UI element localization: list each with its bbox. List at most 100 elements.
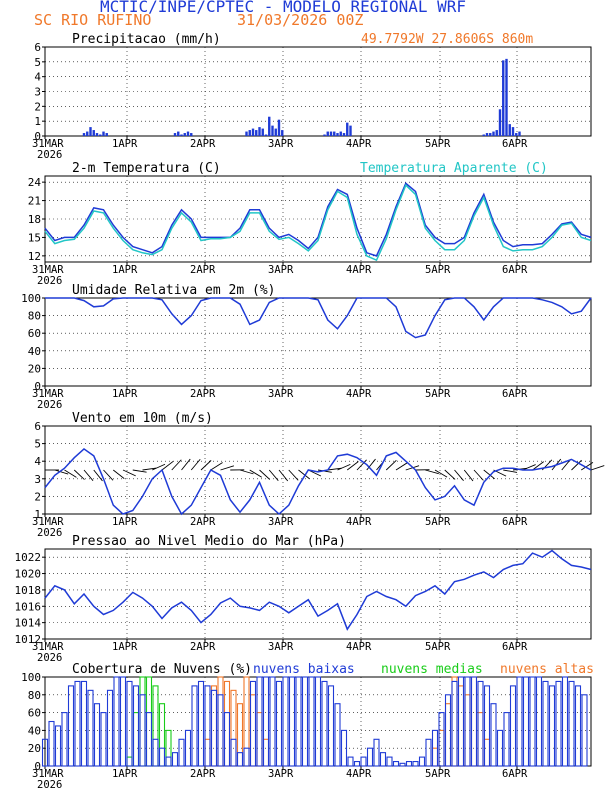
panel-frame [44,297,592,387]
precip-bar [323,134,326,136]
x-tick-label: 2APR [190,516,216,528]
low-cloud-bar [444,694,452,767]
wind-barb [590,465,605,471]
low-cloud-bar [41,738,49,767]
x-tick-label: 31MAR [32,641,64,653]
series-line [45,297,592,339]
x-tick-label: 31MAR [32,768,64,780]
x-tick-label: 1APR [112,768,138,780]
wind-barb [356,459,367,471]
wind-barb [200,460,212,471]
low-cloud-bar [275,680,283,767]
x-tick-label: 5APR [425,641,451,653]
mid-cloud-bar [145,676,153,767]
precip-bar [173,133,177,136]
precip-bar [346,122,349,136]
y-tick-label: 80 [28,689,41,702]
wind-barb [220,465,234,471]
x-year-label: 2026 [37,275,62,287]
y-tick-label: 6 [34,41,41,54]
low-cloud-bar [93,703,101,767]
mid-cloud-bar [152,685,159,767]
y-tick-label: 100 [21,292,41,305]
high-cloud-bar [470,676,478,767]
wind-barb [54,469,69,475]
precip-bar [248,130,251,136]
low-cloud-bar [529,676,536,767]
temperature-line [44,182,592,257]
low-cloud-bar [542,680,549,767]
precip-bar [281,130,284,136]
high-cloud-bar [451,676,458,767]
precip-bar [99,134,102,136]
x-tick-label: 3APR [268,641,294,653]
x-year-label: 2026 [37,779,62,791]
low-cloud-bar [308,676,315,767]
high-cloud-bar [230,689,237,767]
precip-bar [105,133,108,136]
y-tick-label: 60 [28,707,41,720]
y-tick-label: 6 [34,420,41,433]
low-cloud-bar [347,756,354,767]
precip-bar [183,133,186,136]
low-cloud-bar [561,676,569,767]
y-tick-label: 60 [28,327,41,340]
precip-bar [277,119,281,136]
low-cloud-bar [249,680,257,767]
precip-bar [511,127,515,136]
precip-bar [339,131,342,136]
low-cloud-bar [158,747,166,767]
x-tick-label: 2APR [190,264,216,276]
wind-barb [366,458,376,471]
x-tick-label: 6APR [502,264,528,276]
low-cloud-bar [392,760,400,767]
x-tick-label: 4APR [346,264,372,276]
low-cloud-bar [74,680,81,767]
y-tick-label: 1 [34,508,41,521]
high-cloud-bar [223,680,231,767]
high-cloud-bar [256,712,263,767]
y-tick-label: 2 [34,490,41,503]
x-year-label: 2026 [37,149,62,161]
wind-barb [483,469,495,480]
precip-bar [326,131,329,136]
y-tick-label: 1018 [15,584,42,597]
precip-bar [349,125,352,136]
wind-barb [454,469,464,481]
panel-title: 2-m Temperatura (C) [72,161,221,176]
low-cloud-bar [366,747,374,767]
low-cloud-bar [399,762,406,767]
low-cloud-bar [178,738,185,767]
x-tick-label: 4APR [346,641,372,653]
x-tick-label: 6APR [502,768,528,780]
low-cloud-bar [516,676,523,767]
y-tick-label: 4 [34,455,41,468]
high-cloud-bar [444,703,452,767]
x-tick-label: 3APR [268,516,294,528]
low-cloud-bar [80,680,88,767]
y-tick-label: 18 [28,213,41,226]
x-tick-label: 4APR [346,138,372,150]
low-cloud-bar [230,738,237,767]
low-cloud-bar [152,738,159,767]
x-tick-label: 1APR [112,388,138,400]
low-cloud-bar [295,676,302,767]
wind-barb [112,469,125,479]
low-cloud-bar [379,752,387,767]
precip-bar [177,131,180,136]
legend-mid-clouds: nuvens medias [381,662,483,677]
y-tick-label: 80 [28,310,41,323]
low-cloud-bar [581,694,588,767]
low-cloud-bar [61,712,68,767]
low-cloud-bar [425,738,432,767]
x-tick-label: 1APR [112,138,138,150]
low-cloud-bar [477,680,484,767]
wind-barb [327,467,342,471]
low-cloud-bar [119,676,127,767]
low-cloud-bar [67,685,75,767]
low-cloud-bar [288,676,296,767]
low-cloud-bar [438,712,445,767]
x-year-label: 2026 [37,527,62,539]
precip-bar [255,130,258,136]
precip-bar [95,133,99,136]
